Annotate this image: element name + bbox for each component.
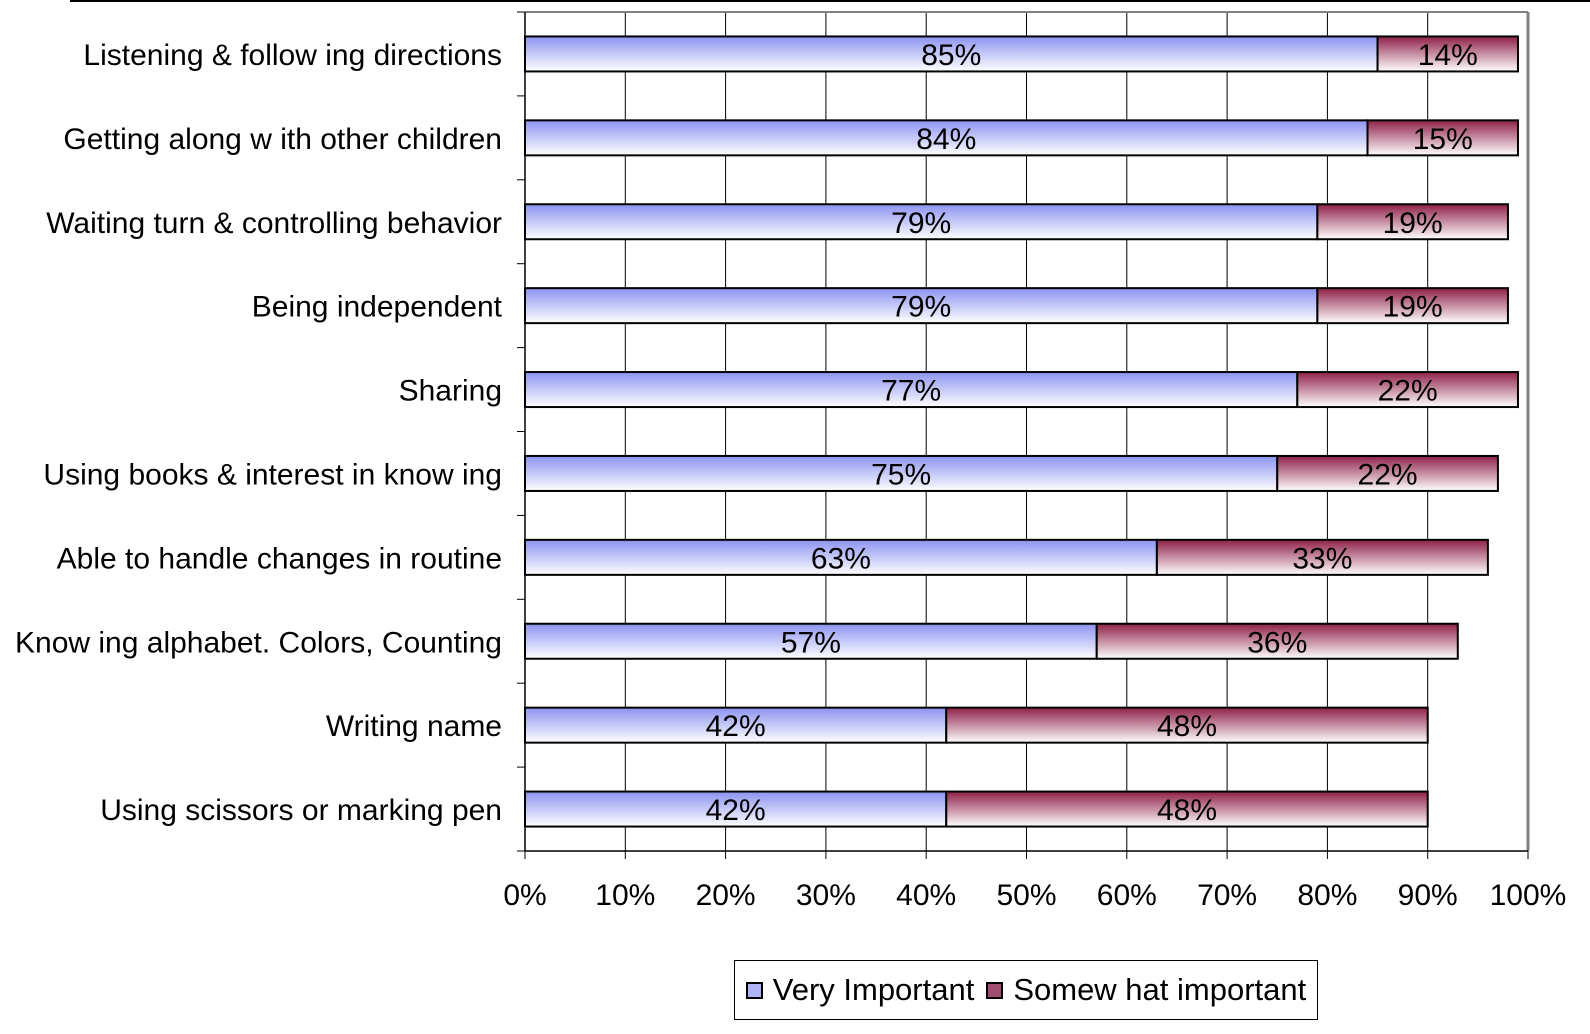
data-label: 79%: [891, 207, 951, 240]
legend-swatch-somewhat-important: [986, 981, 1004, 999]
data-label: 22%: [1378, 375, 1438, 408]
bar-segment: [1316, 203, 1509, 241]
data-label: 84%: [916, 123, 976, 156]
data-label: 42%: [706, 794, 766, 827]
bar-segment: [945, 790, 1429, 828]
data-label: 36%: [1247, 626, 1307, 659]
data-label: 57%: [781, 626, 841, 659]
axes: [517, 11, 1530, 859]
category-label: Being independent: [252, 291, 503, 324]
legend: Very Important Somew hat important: [734, 960, 1318, 1020]
category-label: Know ing alphabet. Colors, Counting: [15, 626, 502, 659]
legend-label-very-important: Very Important: [772, 972, 975, 1007]
category-label: Waiting turn & controlling behavior: [46, 207, 502, 240]
category-label: Able to handle changes in routine: [57, 542, 502, 575]
data-label: 14%: [1418, 39, 1478, 72]
data-label: 19%: [1383, 291, 1443, 324]
category-label: Writing name: [326, 710, 502, 743]
bar-segment: [524, 287, 1319, 325]
bar-segment: [524, 203, 1319, 241]
bar-segment: [1376, 35, 1519, 73]
legend-item-somewhat-important: Somew hat important: [986, 972, 1306, 1008]
x-tick-label: 40%: [896, 879, 956, 912]
category-label: Sharing: [399, 375, 502, 408]
category-label: Getting along w ith other children: [63, 123, 502, 156]
bars: [524, 35, 1519, 828]
data-label: 75%: [871, 458, 931, 491]
data-label: 77%: [881, 375, 941, 408]
bar-segment: [1095, 622, 1459, 660]
bar-segment: [524, 35, 1379, 73]
data-label: 22%: [1358, 458, 1418, 491]
x-tick-label: 90%: [1398, 879, 1458, 912]
bar-segment: [524, 538, 1158, 576]
labels: 0% 10% 20% 30% 40% 50% 60% 70% 80% 90% 100% Listeni…: [15, 39, 1566, 912]
x-tick-label: 70%: [1197, 879, 1257, 912]
data-label: 42%: [706, 710, 766, 743]
data-label: 19%: [1383, 207, 1443, 240]
x-tick-label: 60%: [1097, 879, 1157, 912]
data-label: 33%: [1292, 542, 1352, 575]
bar-segment: [524, 371, 1299, 409]
legend-item-very-important: Very Important: [745, 972, 975, 1008]
bar-segment: [945, 706, 1429, 744]
bar-segment: [1296, 371, 1519, 409]
legend-label-somewhat-important: Somew hat important: [1013, 972, 1307, 1007]
data-label: 63%: [811, 542, 871, 575]
data-label: 79%: [891, 291, 951, 324]
data-label: 15%: [1413, 123, 1473, 156]
category-label: Using books & interest in know ing: [43, 458, 502, 491]
bar-segment: [1316, 287, 1509, 325]
x-tick-label: 10%: [595, 879, 655, 912]
data-label: 48%: [1157, 794, 1217, 827]
x-tick-label: 20%: [696, 879, 756, 912]
legend-swatch-very-important: [745, 981, 763, 999]
x-tick-label: 100%: [1490, 879, 1567, 912]
data-label: 85%: [921, 39, 981, 72]
bar-segment: [1276, 454, 1499, 492]
x-tick-label: 50%: [996, 879, 1056, 912]
bar-segment: [524, 622, 1098, 660]
x-tick-label: 0%: [503, 879, 546, 912]
x-tick-label: 80%: [1297, 879, 1357, 912]
x-tick-label: 30%: [796, 879, 856, 912]
bar-segment: [1366, 119, 1519, 157]
bar-segment: [1155, 538, 1489, 576]
category-label: Using scissors or marking pen: [100, 794, 502, 827]
data-label: 48%: [1157, 710, 1217, 743]
category-label: Listening & follow ing directions: [83, 39, 502, 72]
